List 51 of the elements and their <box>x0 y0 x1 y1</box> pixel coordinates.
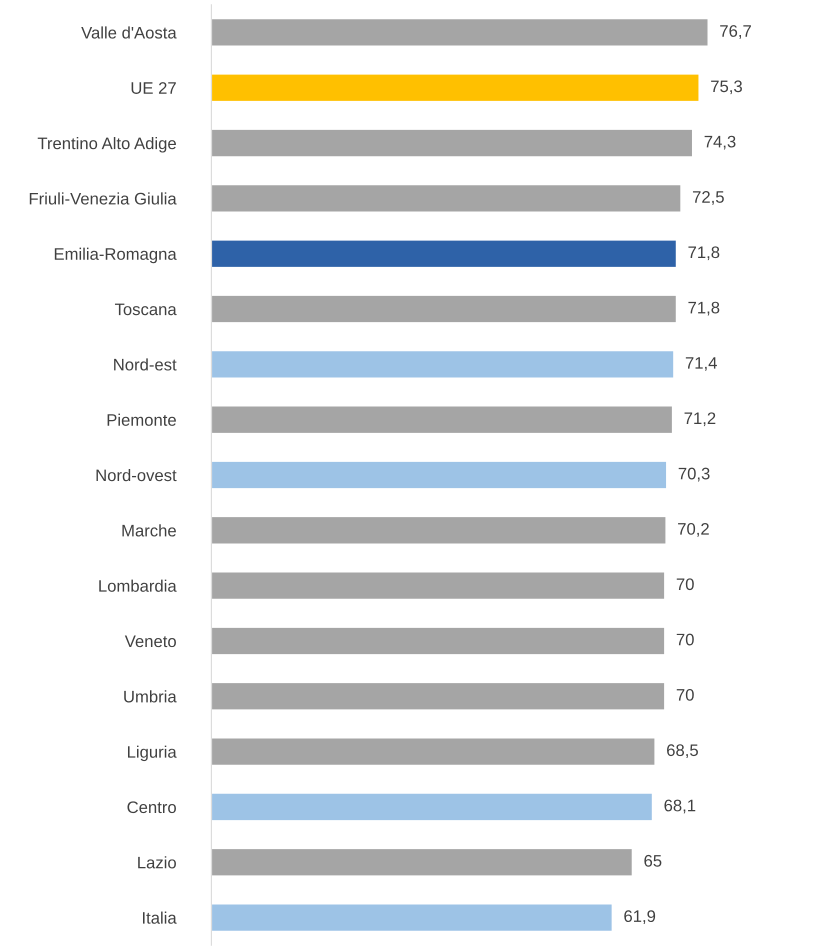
y-tick-label: Toscana <box>114 304 177 316</box>
bar <box>211 682 666 711</box>
bar <box>211 737 656 766</box>
bar <box>211 460 668 490</box>
bar <box>211 571 666 600</box>
data-label: 70,2 <box>678 522 709 537</box>
data-label: 71,8 <box>688 246 720 260</box>
data-label: 75,3 <box>711 80 742 94</box>
bar <box>211 73 700 102</box>
bar <box>211 184 682 213</box>
data-label: 76,7 <box>720 25 751 39</box>
y-tick-label: Liguria <box>128 746 177 762</box>
y-tick-label: UE 27 <box>132 82 176 94</box>
bar <box>211 350 675 379</box>
y-tick-label: Valle d'Aosta <box>81 26 177 39</box>
data-label: 68,1 <box>664 800 696 814</box>
y-tick-label: Centro <box>127 801 176 814</box>
data-label: 71,4 <box>686 357 717 371</box>
bar <box>211 294 678 324</box>
y-tick-label: Lazio <box>138 856 176 868</box>
y-tick-label: Piemonte <box>108 414 176 426</box>
y-tick-label: Veneto <box>124 636 176 648</box>
y-tick-label: Trentino Alto Adige <box>38 137 176 153</box>
y-tick-label: Umbria <box>124 690 177 702</box>
data-label: 70 <box>676 634 694 646</box>
data-label: 71,2 <box>684 412 716 426</box>
bar <box>211 128 694 158</box>
y-tick-label: Nord-ovest <box>96 468 177 482</box>
data-label: 68,5 <box>667 744 698 758</box>
data-label: 70,3 <box>678 468 710 482</box>
bar <box>211 848 634 877</box>
bar <box>211 18 709 47</box>
bar <box>211 626 666 656</box>
data-label: 71,8 <box>688 302 720 316</box>
y-tick-label: Emilia-Romagna <box>54 248 177 264</box>
y-tick-label: Italia <box>142 912 177 924</box>
bar <box>211 903 614 932</box>
y-tick-label: Friuli-Venezia Giulia <box>30 192 177 205</box>
y-tick-label: Marche <box>122 524 176 537</box>
data-label: 65 <box>644 854 662 867</box>
bar <box>211 405 674 434</box>
data-label: 70 <box>676 688 694 701</box>
y-tick-label: Lombardia <box>99 580 177 592</box>
y-tick-label: Nord-est <box>114 358 177 371</box>
bar <box>211 792 654 822</box>
data-label: 61,9 <box>624 910 656 924</box>
data-label: 72,5 <box>692 191 724 205</box>
bar <box>211 516 667 545</box>
data-label: 70 <box>676 578 694 590</box>
data-label: 74,3 <box>704 136 736 150</box>
bar <box>211 239 678 268</box>
